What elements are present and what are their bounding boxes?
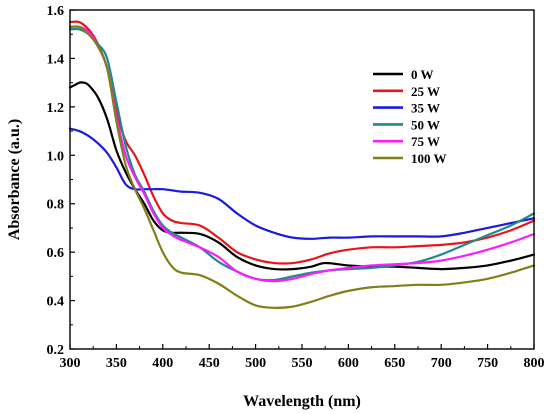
legend-entry: 0 W: [373, 67, 434, 82]
series-line-0-w: [68, 81, 536, 271]
x-tick-label: 300: [60, 356, 81, 371]
legend-label: 0 W: [411, 67, 434, 82]
x-axis-title: Wavelength (nm): [243, 393, 361, 410]
y-tick-label: 1.4: [47, 52, 65, 67]
legend-entry: 75 W: [373, 134, 440, 149]
legend-entry: 100 W: [373, 151, 447, 166]
x-tick-label: 450: [199, 356, 220, 371]
legend-entry: 50 W: [373, 117, 440, 132]
y-tick-label: 0.6: [47, 246, 65, 261]
plot-area-frame: [69, 9, 535, 350]
legend-label: 25 W: [411, 84, 440, 99]
series-line-35-w: [68, 127, 536, 240]
y-tick-label: 1.0: [47, 149, 65, 164]
x-tick-label: 550: [292, 356, 313, 371]
axis-ticks: 300 350 400 450 500 550 600 650 700 750 800 0.2 0.4 0…: [47, 4, 545, 371]
legend-label: 35 W: [411, 101, 440, 116]
series-line-100-w: [68, 25, 536, 309]
legend-label: 100 W: [411, 151, 447, 166]
series-layer: [68, 20, 536, 309]
legend-entry: 25 W: [373, 84, 440, 99]
y-tick-label: 0.4: [47, 295, 65, 310]
series-line-25-w: [68, 20, 536, 265]
y-tick-label: 1.2: [47, 101, 65, 116]
x-tick-label: 600: [338, 356, 359, 371]
x-tick-label: 350: [106, 356, 127, 371]
x-tick-label: 800: [524, 356, 545, 371]
x-tick-label: 650: [384, 356, 405, 371]
x-tick-label: 700: [431, 356, 452, 371]
series-line-50-w: [68, 27, 536, 282]
x-tick-label: 750: [477, 356, 498, 371]
x-tick-label: 500: [245, 356, 266, 371]
y-tick-label: 1.6: [47, 4, 65, 19]
y-axis-title: Absorbance (a.u.): [6, 119, 23, 240]
legend-label: 75 W: [411, 134, 440, 149]
x-tick-label: 400: [152, 356, 173, 371]
y-tick-label: 0.2: [47, 343, 65, 358]
legend-label: 50 W: [411, 117, 440, 132]
y-tick-label: 0.8: [47, 198, 65, 213]
legend: 0 W 25 W 35 W50 W 75 W 100 W: [373, 67, 447, 166]
legend-entry: 35 W: [373, 101, 440, 116]
